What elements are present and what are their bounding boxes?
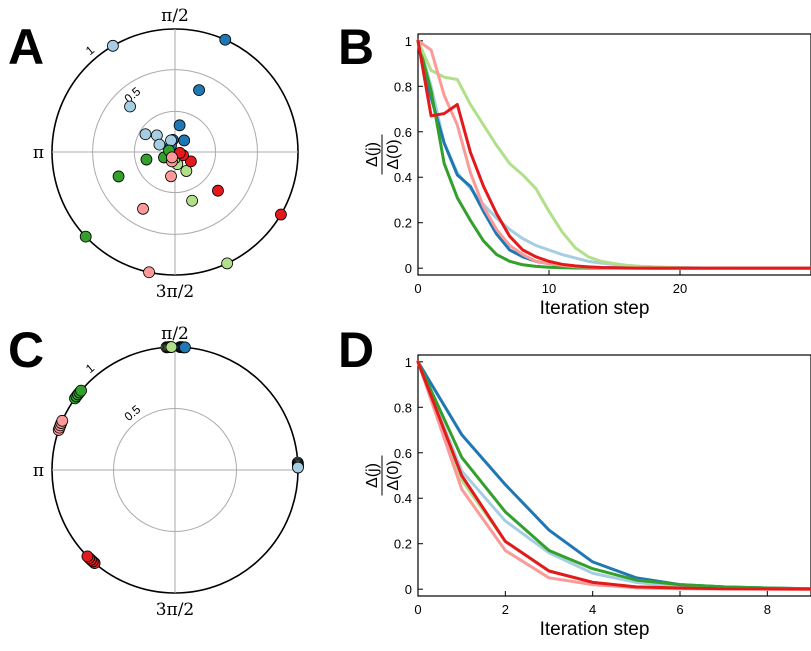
polar-point — [165, 170, 177, 183]
y-axis-title: Δ(j) Δ(0) — [364, 134, 402, 175]
polar-point — [193, 84, 205, 96]
line-chart-d: 0 0.2 0.4 0.6 0.8 1 0 2 4 6 8 Iteration step Δ(j) Δ(0… — [364, 354, 811, 640]
polar-point — [56, 414, 69, 427]
series-line — [416, 39, 811, 270]
polar-point — [139, 128, 152, 141]
panel-letter-c: C — [8, 322, 44, 378]
y-tick-label: 0 — [405, 261, 412, 276]
panel-letter-d: D — [338, 322, 374, 378]
x-axis-title: Iteration step — [540, 619, 650, 640]
y-tick-label: 0.8 — [394, 400, 412, 415]
x-tick-label: 20 — [673, 281, 687, 296]
y-tick-label: 1 — [405, 355, 412, 370]
y-axis-title-numerator: Δ(j) — [364, 463, 381, 488]
polar-angle-label-top: π/2 — [161, 324, 189, 344]
x-tick-label: 10 — [542, 281, 556, 296]
polar-point — [275, 208, 287, 221]
polar-angle-label-bottom: 3π/2 — [156, 600, 195, 620]
polar-point — [180, 165, 193, 177]
y-tick-label: 0 — [405, 582, 412, 597]
x-tick-label: 4 — [589, 602, 596, 617]
polar-angle-label-top: π/2 — [161, 6, 189, 26]
polar-point — [292, 461, 304, 474]
polar-point — [219, 33, 232, 46]
polar-point — [153, 138, 166, 151]
x-tick-label: 2 — [502, 602, 509, 617]
polar-point — [107, 39, 119, 52]
polar-point — [124, 100, 136, 113]
polar-angle-label-bottom: 3π/2 — [156, 282, 195, 302]
polar-point — [81, 550, 94, 563]
x-tick-label: 0 — [414, 602, 421, 617]
series-line — [416, 360, 811, 591]
series-line — [416, 39, 811, 270]
polar-point — [178, 134, 191, 147]
x-tick-label: 8 — [764, 602, 771, 617]
polar-point — [166, 151, 178, 164]
polar-point — [221, 257, 234, 270]
series-line — [416, 39, 811, 270]
y-tick-label: 0.2 — [394, 216, 412, 231]
polar-point — [184, 155, 197, 168]
y-axis-title: Δ(j) Δ(0) — [364, 455, 402, 496]
polar-point — [173, 119, 186, 132]
y-tick-label: 0.8 — [394, 79, 412, 94]
polar-point — [165, 134, 177, 147]
polar-radial-label: 1 — [83, 361, 97, 376]
y-axis-title-denominator: Δ(0) — [385, 460, 402, 490]
y-tick-label: 0.2 — [394, 537, 412, 552]
polar-point — [75, 384, 87, 397]
panel-letter-a: A — [8, 19, 44, 75]
panel-letter-b: B — [338, 19, 374, 75]
y-axis-title-denominator: Δ(0) — [385, 139, 402, 169]
y-tick-label: 0.4 — [394, 170, 412, 185]
polar-point — [112, 170, 125, 183]
x-tick-label: 0 — [414, 281, 421, 296]
y-tick-label: 1 — [405, 34, 412, 49]
series-line — [416, 360, 811, 591]
polar-point — [179, 341, 191, 354]
y-axis-title-numerator: Δ(j) — [364, 142, 381, 167]
x-axis-title: Iteration step — [540, 298, 650, 319]
x-tick-label: 6 — [676, 602, 683, 617]
polar-point — [79, 230, 92, 243]
polar-point — [212, 184, 224, 197]
polar-radial-label: 1 — [83, 43, 97, 58]
plot-frame — [417, 33, 811, 276]
y-tick-label: 0.4 — [394, 491, 412, 506]
series-line — [416, 39, 811, 270]
series-line — [416, 39, 811, 270]
polar-point — [165, 341, 178, 353]
polar-angle-label-left: π — [33, 143, 44, 163]
polar-point — [143, 266, 155, 279]
polar-point — [186, 194, 199, 207]
polar-plot-c: π/2 π 3π/2 1 0.5 — [33, 324, 304, 620]
plot-frame — [417, 354, 811, 597]
y-tick-label: 0.6 — [394, 125, 412, 140]
y-tick-label: 0.6 — [394, 446, 412, 461]
polar-radial-label: 0.5 — [122, 402, 144, 424]
polar-point — [137, 202, 149, 215]
polar-angle-label-left: π — [33, 461, 44, 481]
series-line — [416, 39, 811, 270]
polar-point — [140, 153, 153, 166]
